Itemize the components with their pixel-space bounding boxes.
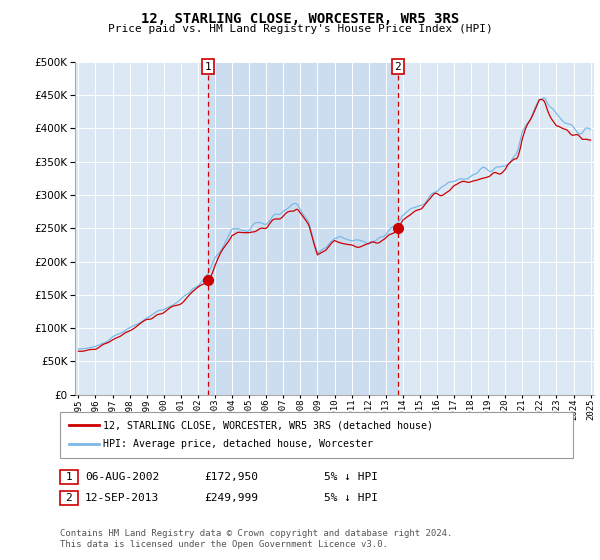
Text: Contains HM Land Registry data © Crown copyright and database right 2024.: Contains HM Land Registry data © Crown c… bbox=[60, 529, 452, 538]
Text: 1: 1 bbox=[65, 472, 73, 482]
Text: £249,999: £249,999 bbox=[204, 493, 258, 503]
Text: 5% ↓ HPI: 5% ↓ HPI bbox=[324, 472, 378, 482]
Text: 2: 2 bbox=[394, 62, 401, 72]
Text: 12, STARLING CLOSE, WORCESTER, WR5 3RS (detached house): 12, STARLING CLOSE, WORCESTER, WR5 3RS (… bbox=[103, 420, 433, 430]
Text: This data is licensed under the Open Government Licence v3.0.: This data is licensed under the Open Gov… bbox=[60, 540, 388, 549]
Text: 12-SEP-2013: 12-SEP-2013 bbox=[85, 493, 160, 503]
Text: £172,950: £172,950 bbox=[204, 472, 258, 482]
Text: 1: 1 bbox=[205, 62, 211, 72]
Text: HPI: Average price, detached house, Worcester: HPI: Average price, detached house, Worc… bbox=[103, 438, 373, 449]
Text: 12, STARLING CLOSE, WORCESTER, WR5 3RS: 12, STARLING CLOSE, WORCESTER, WR5 3RS bbox=[141, 12, 459, 26]
Text: 2: 2 bbox=[65, 493, 73, 503]
Text: 06-AUG-2002: 06-AUG-2002 bbox=[85, 472, 160, 482]
Bar bbox=[208, 62, 398, 395]
Text: Price paid vs. HM Land Registry's House Price Index (HPI): Price paid vs. HM Land Registry's House … bbox=[107, 24, 493, 34]
Text: 5% ↓ HPI: 5% ↓ HPI bbox=[324, 493, 378, 503]
